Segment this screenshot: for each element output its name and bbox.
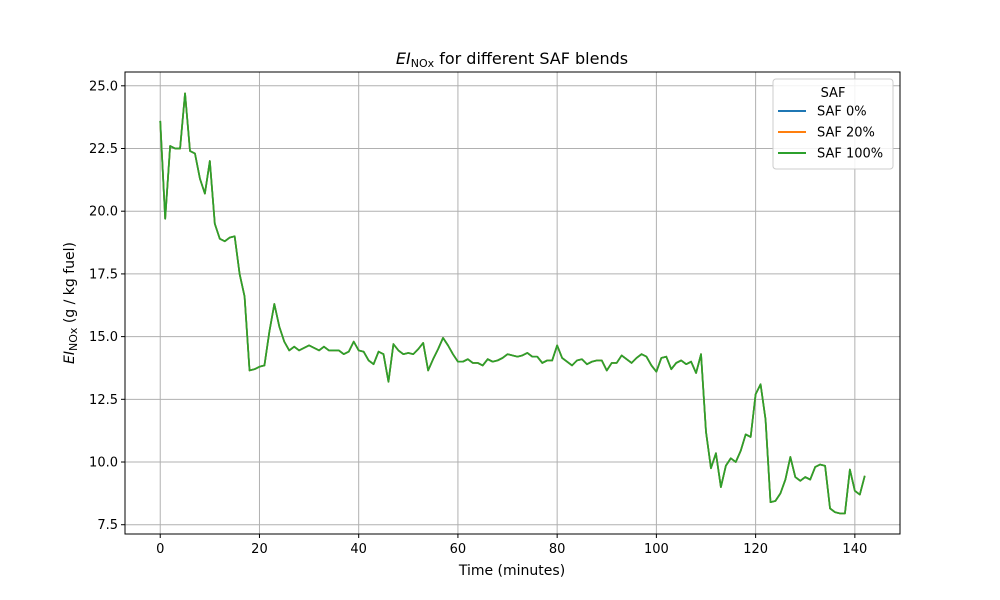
legend-label-2: SAF 20%	[817, 126, 875, 141]
legend-items: SAF 0% SAF 20% SAF 100%	[778, 105, 883, 162]
legend: SAF SAF 0% SAF 20% SAF 100%	[772, 78, 894, 170]
legend-title: SAF	[821, 86, 846, 101]
x-tick-label: 120	[743, 542, 768, 557]
series-lines	[159, 92, 866, 515]
y-tick-label: 12.5	[89, 393, 118, 408]
chart-title: EINOx for different SAF blends	[396, 49, 628, 70]
grid	[125, 72, 900, 534]
axis-ticks: 0 20 40 60 80 100 120 140 7.5 10.0 12.5 15.0 17.5 20.…	[89, 79, 867, 557]
y-axis-label: EINOx (g / kg fuel)	[62, 242, 80, 364]
legend-box	[772, 78, 894, 170]
y-tick-label: 17.5	[89, 267, 118, 282]
x-tick-label: 140	[842, 542, 867, 557]
x-tick-label: 40	[350, 542, 367, 557]
y-tick-label: 15.0	[89, 330, 118, 345]
x-tick-label: 0	[156, 542, 164, 557]
x-axis-label: Time (minutes)	[458, 563, 565, 579]
x-tick-label: 60	[450, 542, 467, 557]
x-tick-label: 100	[644, 542, 669, 557]
x-tick-label: 80	[549, 542, 566, 557]
y-tick-label: 20.0	[89, 205, 118, 220]
y-tick-label: 25.0	[89, 79, 118, 94]
y-tick-label: 10.0	[89, 456, 118, 471]
legend-label-3: SAF 100%	[817, 147, 883, 162]
plot-area	[125, 72, 900, 534]
y-tick-label: 7.5	[97, 518, 118, 533]
series-line-3	[159, 92, 866, 515]
plot-frame	[124, 71, 901, 535]
y-tick-label: 22.5	[89, 142, 118, 157]
legend-label-1: SAF 0%	[817, 105, 867, 120]
x-tick-label: 20	[251, 542, 268, 557]
